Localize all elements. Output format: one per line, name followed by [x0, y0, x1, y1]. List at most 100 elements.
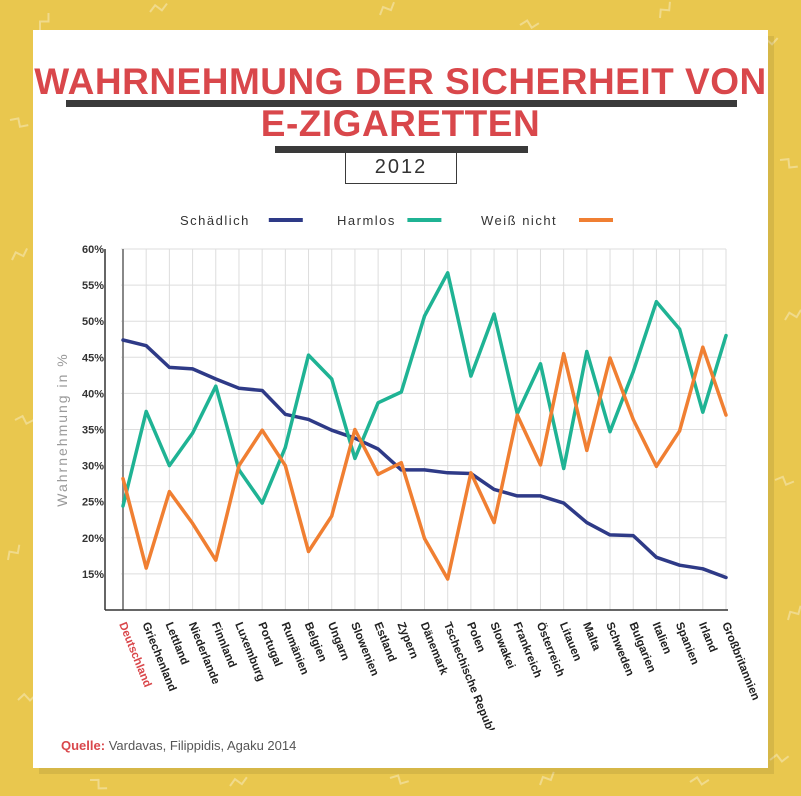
data-point-schaedlich: [167, 365, 171, 369]
zigzag-mark: [769, 753, 790, 763]
data-point-schaedlich: [237, 386, 241, 390]
x-tick-label: Italien: [650, 621, 674, 656]
zigzag-mark: [689, 775, 710, 786]
x-tick-label: Litauen: [557, 621, 583, 663]
source-note: Quelle: Vardavas, Filippidis, Agaku 2014: [61, 738, 296, 753]
data-point-schaedlich: [515, 494, 519, 498]
data-point-weiss_nicht: [608, 356, 612, 360]
data-point-schaedlich: [678, 563, 682, 567]
data-point-harmlos: [167, 464, 171, 468]
data-point-harmlos: [214, 384, 218, 388]
data-point-harmlos: [399, 390, 403, 394]
chart-card: WAHRNEHMUNG DER SICHERHEIT VON E-ZIGARET…: [33, 30, 768, 768]
data-point-schaedlich: [446, 471, 450, 475]
zigzag-mark: [774, 475, 795, 486]
data-point-harmlos: [585, 350, 589, 354]
data-point-harmlos: [701, 410, 705, 414]
data-point-schaedlich: [376, 447, 380, 451]
x-tick-label: Spanien: [673, 621, 701, 667]
data-point-schaedlich: [121, 338, 125, 342]
data-point-weiss_nicht: [701, 345, 705, 349]
data-point-harmlos: [260, 501, 264, 505]
data-point-harmlos: [376, 401, 380, 405]
data-point-weiss_nicht: [446, 577, 450, 581]
zigzag-mark: [7, 544, 21, 561]
data-point-schaedlich: [608, 533, 612, 537]
x-tick-label: Irland: [696, 621, 719, 655]
data-point-weiss_nicht: [585, 448, 589, 452]
data-point-weiss_nicht: [283, 464, 287, 468]
data-point-harmlos: [562, 466, 566, 470]
zigzag-mark: [149, 2, 168, 13]
data-point-harmlos: [608, 430, 612, 434]
data-point-harmlos: [191, 431, 195, 435]
y-tick-label: 55%: [82, 280, 104, 292]
data-point-weiss_nicht: [515, 413, 519, 417]
x-tick-label: Polen: [464, 621, 487, 655]
x-tick-label: Malta: [580, 621, 602, 653]
zigzag-mark: [89, 778, 108, 790]
data-point-weiss_nicht: [724, 413, 728, 417]
data-point-weiss_nicht: [538, 463, 542, 467]
data-point-weiss_nicht: [260, 428, 264, 432]
data-point-weiss_nicht: [237, 464, 241, 468]
data-point-schaedlich: [585, 521, 589, 525]
legend-label-weiss_nicht: Weiß nicht: [481, 213, 557, 228]
data-point-schaedlich: [654, 555, 658, 559]
data-point-schaedlich: [701, 567, 705, 571]
data-point-schaedlich: [191, 367, 195, 371]
data-point-schaedlich: [214, 377, 218, 381]
source-label: Quelle:: [61, 738, 106, 753]
data-point-schaedlich: [260, 389, 264, 393]
data-point-weiss_nicht: [144, 566, 148, 570]
zigzag-mark: [519, 19, 540, 30]
zigzag-mark: [14, 414, 35, 426]
data-point-weiss_nicht: [423, 537, 426, 541]
data-point-schaedlich: [307, 417, 311, 421]
data-point-harmlos: [144, 409, 148, 413]
y-tick-label: 60%: [82, 244, 104, 256]
x-tick-label: Großbritannien: [719, 621, 761, 703]
y-axis-title: Wahrnehmung in %: [54, 352, 70, 506]
data-point-harmlos: [307, 353, 311, 357]
data-point-harmlos: [492, 312, 496, 316]
year-label: 2012: [345, 152, 457, 184]
data-point-weiss_nicht: [562, 352, 566, 356]
zigzag-mark: [379, 1, 395, 16]
data-point-schaedlich: [631, 534, 635, 538]
data-point-weiss_nicht: [492, 521, 496, 525]
data-point-schaedlich: [492, 487, 496, 491]
data-point-harmlos: [678, 327, 682, 331]
legend-label-harmlos: Harmlos: [337, 213, 396, 228]
y-tick-label: 40%: [82, 388, 104, 400]
title-line-2: E-ZIGARETTEN: [260, 103, 541, 144]
data-point-harmlos: [631, 370, 635, 374]
data-point-harmlos: [724, 334, 728, 338]
y-tick-label: 30%: [82, 461, 104, 473]
zigzag-mark: [784, 309, 801, 321]
data-point-harmlos: [654, 300, 658, 304]
zigzag-mark: [659, 1, 671, 19]
x-tick-label: Belgien: [302, 621, 329, 664]
data-point-harmlos: [446, 271, 450, 275]
data-point-weiss_nicht: [191, 521, 195, 525]
data-point-schaedlich: [330, 428, 334, 432]
data-point-weiss_nicht: [469, 471, 473, 475]
data-point-schaedlich: [283, 412, 287, 416]
data-point-weiss_nicht: [307, 550, 311, 554]
zigzag-mark: [9, 117, 29, 128]
data-point-weiss_nicht: [376, 472, 380, 476]
x-tick-label: Zypern: [395, 621, 420, 661]
data-point-schaedlich: [144, 344, 148, 348]
title-line-1: WAHRNEHMUNG DER SICHERHEIT VON: [34, 61, 767, 102]
title-underline-1: [66, 100, 737, 107]
data-point-harmlos: [283, 446, 287, 450]
legend-label-schaedlich: Schädlich: [180, 213, 250, 228]
zigzag-mark: [11, 248, 28, 261]
title-underline-2: [275, 146, 528, 153]
zigzag-mark: [779, 158, 798, 169]
x-tick-label: Estland: [371, 621, 398, 664]
data-point-weiss_nicht: [631, 417, 635, 421]
y-tick-label: 50%: [82, 316, 104, 328]
